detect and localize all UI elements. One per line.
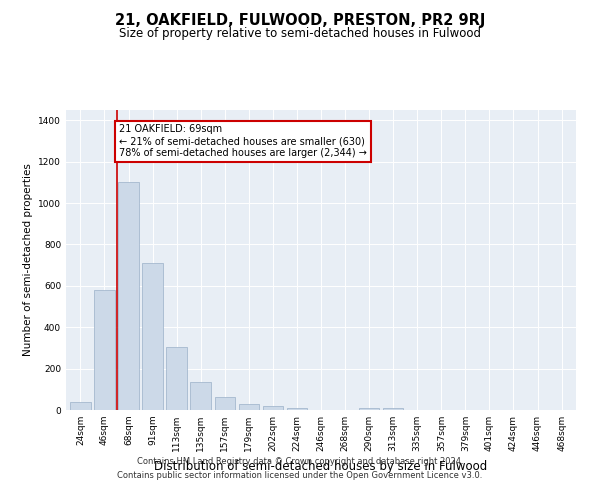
Bar — [166, 347, 187, 410]
Bar — [239, 404, 259, 410]
Bar — [383, 408, 403, 410]
Text: 21 OAKFIELD: 69sqm
← 21% of semi-detached houses are smaller (630)
78% of semi-d: 21 OAKFIELD: 69sqm ← 21% of semi-detache… — [119, 124, 367, 158]
Bar — [359, 408, 379, 410]
Bar — [263, 406, 283, 410]
Bar — [70, 402, 91, 410]
Bar — [190, 382, 211, 410]
Bar — [287, 408, 307, 410]
Y-axis label: Number of semi-detached properties: Number of semi-detached properties — [23, 164, 32, 356]
Bar — [118, 182, 139, 410]
X-axis label: Distribution of semi-detached houses by size in Fulwood: Distribution of semi-detached houses by … — [154, 460, 488, 472]
Text: Size of property relative to semi-detached houses in Fulwood: Size of property relative to semi-detach… — [119, 28, 481, 40]
Bar — [215, 396, 235, 410]
Text: 21, OAKFIELD, FULWOOD, PRESTON, PR2 9RJ: 21, OAKFIELD, FULWOOD, PRESTON, PR2 9RJ — [115, 12, 485, 28]
Bar — [142, 263, 163, 410]
Text: Contains public sector information licensed under the Open Government Licence v3: Contains public sector information licen… — [118, 471, 482, 480]
Text: Contains HM Land Registry data © Crown copyright and database right 2024.: Contains HM Land Registry data © Crown c… — [137, 458, 463, 466]
Bar — [94, 290, 115, 410]
